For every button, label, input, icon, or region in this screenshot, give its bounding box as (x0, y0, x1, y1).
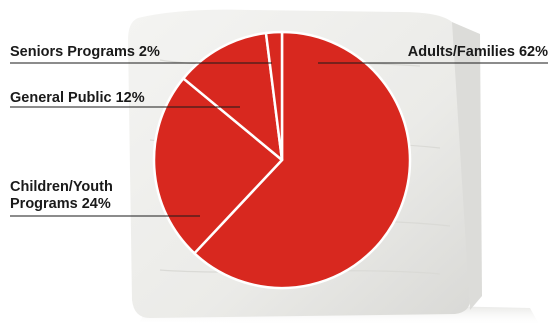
slice-label-line: Children/Youth (10, 179, 113, 195)
slice-label-line: Seniors Programs 2% (10, 44, 160, 60)
pie-slice-children-youth-programs (152, 77, 284, 255)
leader-lines (10, 62, 548, 217)
slice-label-children-youth-programs: Children/Youth Programs 24% (10, 179, 113, 212)
slice-label-line: Adults/Families 62% (408, 44, 548, 60)
pie-slice-adults-families (193, 30, 412, 290)
slice-label-line: General Public 12% (10, 90, 145, 106)
slice-label-adults-families: Adults/Families 62% (408, 44, 548, 60)
slice-labels: Adults/Families 62% Children/Youth Program… (10, 44, 548, 212)
pie-slice-seniors-programs (264, 30, 284, 162)
pie-slices (152, 30, 412, 290)
pie-slice-general-public (182, 31, 284, 162)
slice-label-seniors-programs: Seniors Programs 2% (10, 44, 160, 60)
slice-label-line: Programs 24% (10, 196, 111, 212)
slice-label-general-public: General Public 12% (10, 90, 145, 106)
